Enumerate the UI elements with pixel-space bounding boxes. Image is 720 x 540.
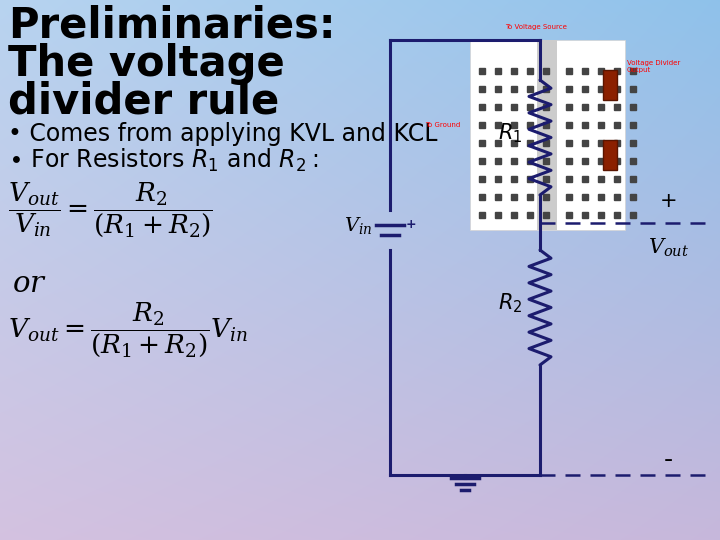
Text: To Ground: To Ground — [425, 122, 460, 128]
Text: +: + — [406, 219, 417, 232]
Bar — [603, 140, 617, 170]
Bar — [470, 40, 625, 230]
Text: $R_2$: $R_2$ — [498, 291, 522, 315]
Text: The voltage: The voltage — [8, 43, 284, 85]
Bar — [603, 70, 617, 100]
Text: Preliminaries:: Preliminaries: — [8, 5, 336, 47]
Text: $V_{in}$: $V_{in}$ — [343, 214, 372, 235]
Text: To Voltage Source: To Voltage Source — [505, 24, 567, 30]
Text: -: - — [664, 448, 673, 472]
Text: $\dfrac{V_{out}}{V_{in}} = \dfrac{R_2}{(R_1+R_2)}$: $\dfrac{V_{out}}{V_{in}} = \dfrac{R_2}{(… — [8, 180, 213, 239]
Text: $V_{out} = \dfrac{R_2}{(R_1+R_2)}V_{in}$: $V_{out} = \dfrac{R_2}{(R_1+R_2)}V_{in}$ — [8, 300, 248, 359]
Text: $R_1$: $R_1$ — [498, 121, 522, 145]
Text: • Comes from applying KVL and KCL: • Comes from applying KVL and KCL — [8, 122, 438, 146]
Text: divider rule: divider rule — [8, 81, 279, 123]
Text: $\mathit{or}$: $\mathit{or}$ — [12, 270, 47, 298]
Text: +: + — [660, 191, 678, 211]
Text: Voltage Divider
Output: Voltage Divider Output — [627, 60, 680, 73]
Text: $\bullet\ \mathrm{For\ Resistors\ }R_1\mathrm{\ and\ }R_2\mathrm{:}$: $\bullet\ \mathrm{For\ Resistors\ }R_1\m… — [8, 147, 318, 174]
Bar — [537, 40, 557, 230]
Text: $V_{out}$: $V_{out}$ — [648, 237, 689, 259]
